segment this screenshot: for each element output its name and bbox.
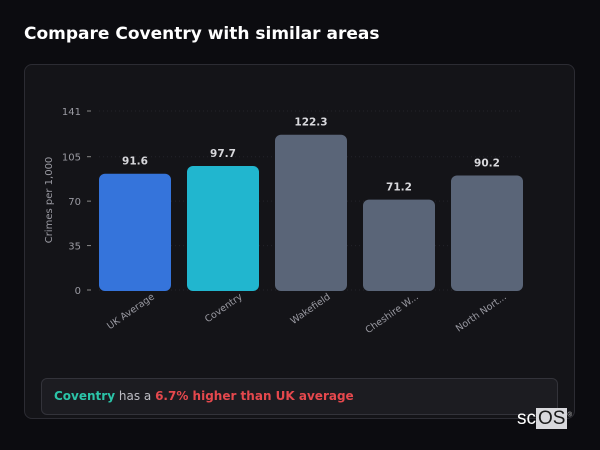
data-label: 71.2 [386, 182, 412, 194]
x-tick-label: North Nort... [454, 291, 509, 334]
bar-cheshire-w- [363, 199, 435, 291]
bar-north-nort- [451, 175, 523, 291]
data-label: 90.2 [474, 157, 500, 169]
bar-wakefield [275, 134, 347, 291]
x-tick-label: Wakefield [289, 291, 333, 326]
y-tick-label: 0 [75, 286, 81, 297]
y-axis-label: Crimes per 1,000 [44, 157, 55, 244]
scos-logo: sc OS ® [517, 408, 572, 429]
bar-coventry [187, 165, 259, 291]
comparison-summary: Coventry has a 6.7% higher than UK avera… [41, 378, 558, 415]
x-tick-label: Cheshire W... [364, 291, 421, 336]
area-name: Coventry [54, 389, 116, 403]
y-tick-label: 70 [68, 197, 81, 208]
comparison-value: 6.7% higher than UK average [155, 389, 354, 403]
data-label: 122.3 [294, 117, 327, 129]
y-tick-label: 141 [62, 107, 81, 118]
data-label: 97.7 [210, 148, 236, 160]
x-tick-label: Coventry [203, 291, 245, 325]
x-tick-label: UK Average [105, 291, 157, 332]
data-label: 91.6 [122, 156, 148, 168]
bar-uk-average [99, 173, 171, 291]
y-tick-label: 35 [68, 242, 81, 253]
y-tick-label: 105 [62, 153, 81, 164]
page-title: Compare Coventry with similar areas [24, 24, 380, 44]
summary-text: has a [118, 389, 152, 403]
